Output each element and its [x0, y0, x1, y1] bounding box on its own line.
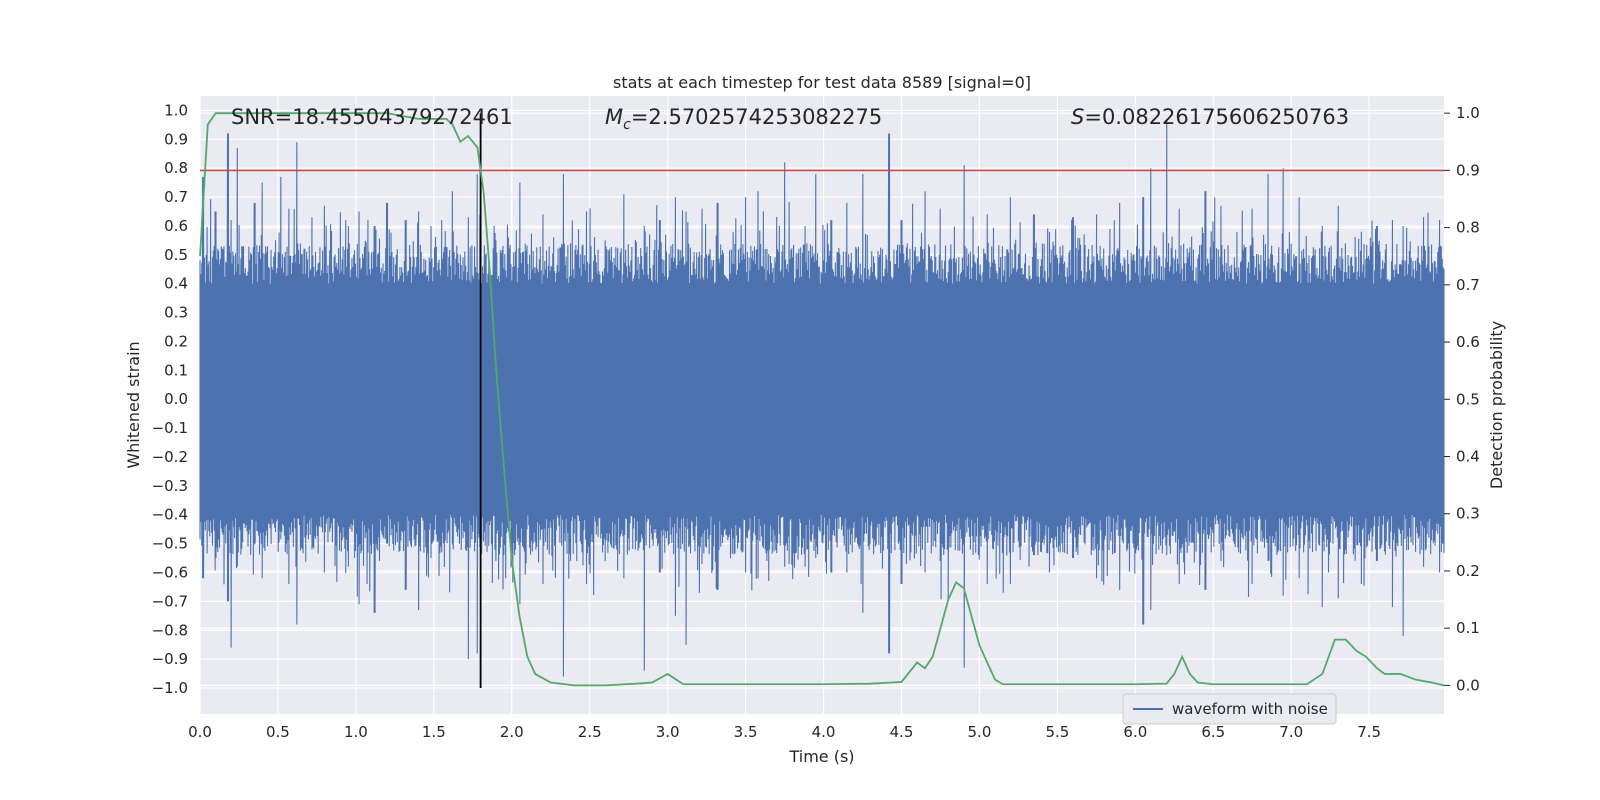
x-tick-label: 0.0	[188, 723, 212, 741]
y-right-tick-label: 0.7	[1456, 276, 1480, 294]
strain-series	[199, 119, 1445, 677]
y-left-tick-label: 0.9	[164, 130, 188, 148]
y-left-tick-label: −0.2	[152, 448, 188, 466]
y-left-tick-label: 1.0	[164, 101, 188, 119]
x-tick-label: 6.0	[1123, 723, 1147, 741]
y-left-tick-label: −0.5	[152, 535, 188, 553]
chirp-mass-annotation: Mc=2.5702574253082275	[605, 105, 882, 133]
y-right-tick-label: 0.0	[1456, 676, 1480, 694]
x-tick-label: 2.0	[500, 723, 524, 741]
y-right-tick-label: 1.0	[1456, 104, 1480, 122]
chirp-mass-symbol: M	[605, 105, 623, 129]
y-left-tick-label: −0.6	[152, 563, 188, 581]
snr-annotation: SNR=18.45504379272461	[231, 105, 513, 129]
s-symbol: S	[1071, 105, 1084, 129]
y-left-tick-label: 0.8	[164, 159, 188, 177]
y-left-tick-label: −0.9	[152, 650, 188, 668]
y-left-tick-label: −0.8	[152, 621, 188, 639]
y-left-tick-label: 0.2	[164, 332, 188, 350]
y-left-tick-label: 0.3	[164, 304, 188, 322]
x-tick-label: 5.5	[1045, 723, 1069, 741]
x-tick-label: 3.5	[734, 723, 758, 741]
chirp-mass-subscript: c	[623, 117, 631, 133]
chirp-mass-value: =2.5702574253082275	[631, 105, 882, 129]
legend: waveform with noise	[1122, 693, 1337, 725]
x-tick-label: 4.0	[812, 723, 836, 741]
y-left-tick-label: 0.1	[164, 361, 188, 379]
x-tick-label: 2.5	[578, 723, 602, 741]
y-axis-left-label: Whitened strain	[124, 341, 143, 468]
strain-line	[199, 119, 1445, 677]
legend-box	[1122, 693, 1337, 725]
x-tick-label: 3.0	[656, 723, 680, 741]
y-left-tick-label: −0.4	[152, 506, 188, 524]
y-left-tick-label: −0.3	[152, 477, 188, 495]
axes: 0.0 0.5 1.0 1.5 2.0 2.5 3.0 3.5 4.0 4.5 5.0 5.5 6.0 6…	[152, 101, 1480, 741]
y-right-tick-label: 0.1	[1456, 619, 1480, 637]
x-tick-label: 4.5	[890, 723, 914, 741]
x-tick-label: 1.5	[422, 723, 446, 741]
x-tick-label: 6.5	[1201, 723, 1225, 741]
probability-series	[199, 112, 1445, 687]
s-value: =0.08226175606250763	[1084, 105, 1349, 129]
x-tick-label: 5.0	[968, 723, 992, 741]
x-tick-label: 0.5	[266, 723, 290, 741]
y-axis-right-label: Detection probability	[1487, 321, 1506, 489]
overlay-layer	[200, 113, 1444, 689]
y-left-tick-label: 0.5	[164, 246, 188, 264]
y-left-tick-label: 0.7	[164, 188, 188, 206]
y-right-tick-label: 0.3	[1456, 505, 1480, 523]
x-tick-label: 7.0	[1279, 723, 1303, 741]
x-tick-label: 1.0	[344, 723, 368, 741]
y-left-tick-label: −1.0	[152, 679, 188, 697]
y-left-tick-label: 0.6	[164, 217, 188, 235]
y-left-tick-label: 0.0	[164, 390, 188, 408]
y-right-tick-label: 0.8	[1456, 219, 1480, 237]
y-right-tick-label: 0.6	[1456, 333, 1480, 351]
s-annotation: S=0.08226175606250763	[1071, 105, 1349, 129]
y-left-tick-label: −0.1	[152, 419, 188, 437]
x-axis-label: Time (s)	[788, 747, 854, 766]
y-right-tick-label: 0.9	[1456, 161, 1480, 179]
y-right-tick-label: 0.5	[1456, 390, 1480, 408]
y-right-tick-label: 0.2	[1456, 562, 1480, 580]
legend-label: waveform with noise	[1172, 700, 1328, 718]
y-left-tick-label: 0.4	[164, 275, 188, 293]
y-left-tick-label: −0.7	[152, 592, 188, 610]
y-right-tick-label: 0.4	[1456, 448, 1480, 466]
chart-title: stats at each timestep for test data 858…	[613, 73, 1031, 92]
x-tick-label: 7.5	[1357, 723, 1381, 741]
probability-line	[199, 112, 1445, 687]
